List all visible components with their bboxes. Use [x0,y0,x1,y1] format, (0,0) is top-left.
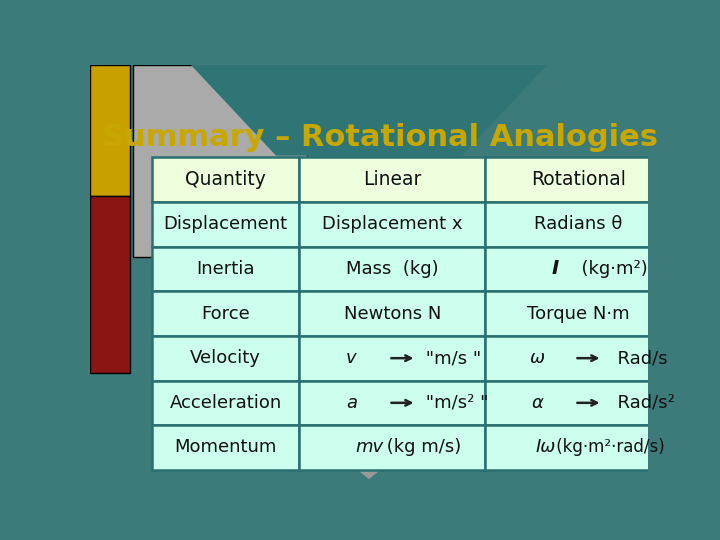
FancyBboxPatch shape [300,381,485,425]
Text: Displacement: Displacement [163,215,288,233]
Text: Rad/s²: Rad/s² [606,394,675,412]
FancyBboxPatch shape [152,247,300,291]
FancyBboxPatch shape [132,65,307,257]
FancyBboxPatch shape [152,291,300,336]
FancyBboxPatch shape [485,247,671,291]
FancyBboxPatch shape [485,291,671,336]
Text: I: I [552,259,559,278]
FancyBboxPatch shape [485,157,671,202]
Text: Torque N·m: Torque N·m [527,305,629,322]
Polygon shape [313,434,425,479]
Text: Summary – Rotational Analogies: Summary – Rotational Analogies [102,124,658,152]
FancyBboxPatch shape [300,247,485,291]
Text: Displacement x: Displacement x [322,215,462,233]
Text: Linear: Linear [363,170,421,189]
Text: Inertia: Inertia [197,260,255,278]
Text: a: a [346,394,357,412]
Text: Acceleration: Acceleration [169,394,282,412]
FancyBboxPatch shape [152,157,300,202]
Text: mv: mv [355,438,383,456]
FancyBboxPatch shape [300,336,485,381]
FancyBboxPatch shape [300,425,485,470]
Text: ω: ω [530,349,545,367]
FancyBboxPatch shape [152,381,300,425]
Text: "m/s² ": "m/s² " [420,394,489,412]
Text: Velocity: Velocity [190,349,261,367]
Text: Radians θ: Radians θ [534,215,622,233]
FancyBboxPatch shape [152,425,300,470]
Text: Rotational: Rotational [531,170,626,189]
FancyBboxPatch shape [485,336,671,381]
Polygon shape [191,65,547,156]
Text: α: α [531,394,544,412]
FancyBboxPatch shape [485,381,671,425]
Text: (kg·m²): (kg·m²) [570,260,648,278]
Text: Force: Force [202,305,250,322]
FancyBboxPatch shape [485,202,671,247]
Text: Mass  (kg): Mass (kg) [346,260,438,278]
Text: "m/s ": "m/s " [420,349,482,367]
FancyBboxPatch shape [152,336,300,381]
FancyBboxPatch shape [90,195,130,373]
FancyBboxPatch shape [152,202,300,247]
Text: v: v [346,349,356,367]
FancyBboxPatch shape [90,65,130,195]
FancyBboxPatch shape [485,425,671,470]
FancyBboxPatch shape [300,157,485,202]
Text: (kg·m²·rad/s): (kg·m²·rad/s) [551,438,665,456]
FancyBboxPatch shape [300,202,485,247]
FancyBboxPatch shape [300,291,485,336]
Text: (kg m/s): (kg m/s) [381,438,461,456]
Text: Rad/s: Rad/s [606,349,668,367]
Text: Newtons N: Newtons N [343,305,441,322]
Text: Quantity: Quantity [185,170,266,189]
Text: Momentum: Momentum [174,438,276,456]
Text: Iω: Iω [536,438,556,456]
